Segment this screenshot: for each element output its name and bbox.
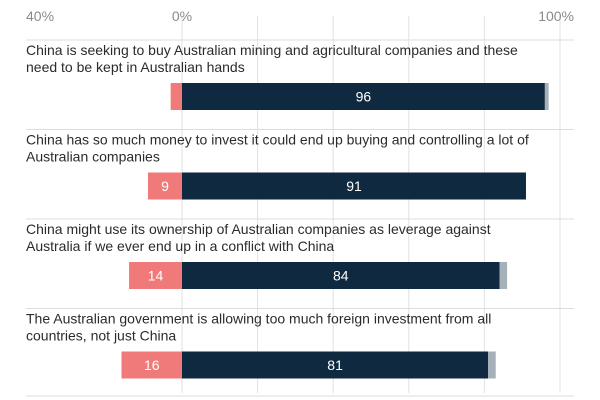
x-tick-label: 100% (538, 8, 574, 24)
statement-label: China might use its ownership of Austral… (26, 221, 491, 237)
bar-disagree (147, 172, 182, 200)
statement-label: Australian companies (26, 149, 160, 165)
statement-label: Australia if we ever end up in a conflic… (26, 238, 334, 254)
statement-label: need to be kept in Australian hands (26, 59, 245, 75)
bar-disagree (170, 83, 182, 110)
bar-other (499, 262, 508, 289)
bar-disagree (121, 351, 182, 379)
statement-row: China has so much money to invest it cou… (26, 129, 574, 200)
bar-agree (182, 172, 526, 200)
x-axis-ticks: 40% 0% 100% (26, 8, 574, 24)
bar-agree-label: 81 (327, 357, 343, 373)
x-tick-label: 40% (26, 8, 54, 24)
statement-row: China might use its ownership of Austral… (26, 218, 574, 289)
bar-other (544, 83, 549, 110)
bar-disagree-label: 16 (144, 357, 160, 373)
bar-other (488, 351, 496, 379)
statement-row: China is seeking to buy Australian minin… (26, 39, 574, 110)
bar-disagree (129, 262, 182, 289)
statement-label: The Australian government is allowing to… (26, 311, 491, 327)
statement-row: The Australian government is allowing to… (26, 308, 574, 379)
statement-label: China has so much money to invest it cou… (26, 132, 529, 148)
bar-agree (182, 262, 500, 289)
grid-lines (181, 16, 561, 393)
bar-agree-label: 84 (333, 268, 349, 284)
bar-disagree-label: 14 (148, 268, 164, 284)
statement-label: China is seeking to buy Australian minin… (26, 42, 518, 58)
bar-agree (182, 351, 489, 379)
bar-agree (182, 83, 545, 110)
bar-agree-label: 91 (346, 178, 362, 194)
bar-agree-label: 96 (356, 89, 372, 105)
statement-label: countries, not just China (26, 328, 176, 344)
statement-rows: China is seeking to buy Australian minin… (26, 39, 574, 397)
x-tick-label: 0% (172, 8, 192, 24)
bar-disagree-label: 9 (161, 178, 169, 194)
